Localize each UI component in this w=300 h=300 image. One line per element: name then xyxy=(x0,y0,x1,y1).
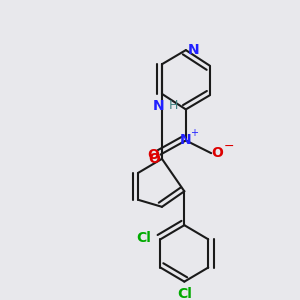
Text: +: + xyxy=(190,128,198,138)
Text: O: O xyxy=(211,146,223,160)
Text: Cl: Cl xyxy=(136,231,152,245)
Text: N: N xyxy=(188,43,199,57)
Text: N: N xyxy=(153,99,165,113)
Text: O: O xyxy=(148,152,160,166)
Text: N: N xyxy=(180,134,192,148)
Text: O: O xyxy=(147,148,159,162)
Text: H: H xyxy=(169,99,178,112)
Text: −: − xyxy=(223,140,234,153)
Text: Cl: Cl xyxy=(177,287,192,300)
